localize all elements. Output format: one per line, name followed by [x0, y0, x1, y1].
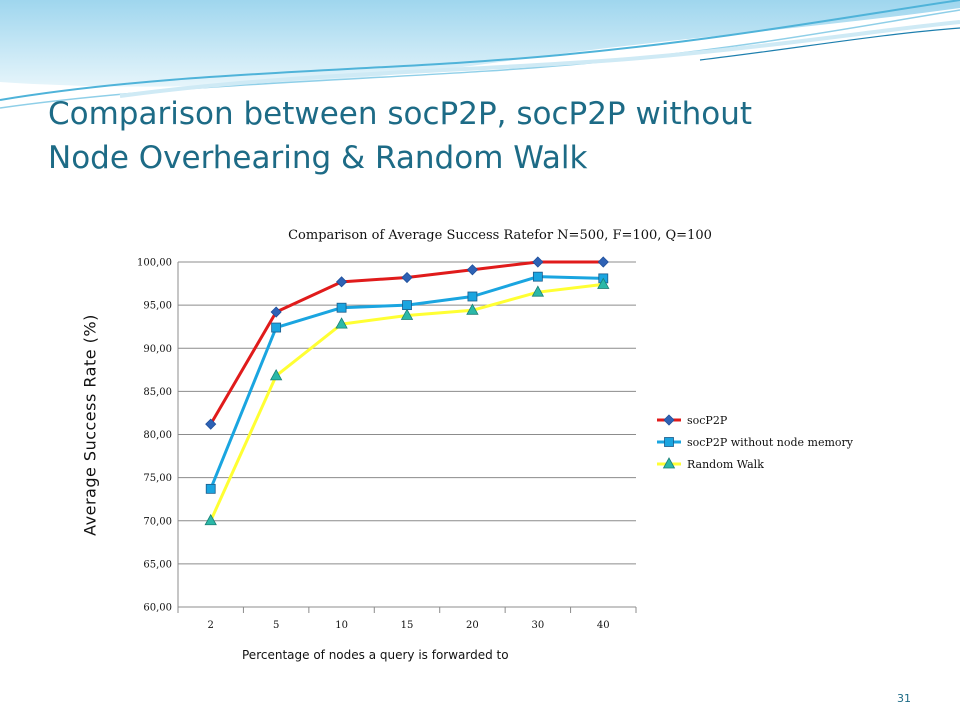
x-tick-label: 2: [208, 620, 214, 631]
y-tick-label: 75,00: [143, 473, 172, 484]
data-point-series-2: [532, 271, 543, 282]
slide-title: Comparison between socP2P, socP2P withou…: [48, 96, 753, 176]
data-point-series-1: [597, 256, 609, 268]
legend-marker-1: [663, 414, 675, 426]
data-point-series-1: [270, 306, 282, 318]
x-axis-label: Percentage of nodes a query is forwarded…: [242, 648, 509, 662]
y-tick-label: 95,00: [143, 301, 172, 312]
data-point-series-1: [336, 276, 348, 288]
data-point-series-3: [269, 369, 283, 381]
data-point-series-3: [531, 285, 545, 297]
y-axis-label-box: [63, 266, 117, 584]
legend-marker-2: [664, 437, 674, 447]
y-axis-label: Average Success Rate (%): [80, 314, 100, 536]
data-point-series-1: [466, 264, 478, 276]
data-point-series-2: [402, 300, 412, 311]
data-point-series-3: [204, 513, 217, 526]
data-point-series-1: [205, 418, 217, 430]
page-number: 31: [897, 692, 911, 705]
y-tick-label: 90,00: [143, 344, 172, 355]
x-tick-label: 15: [401, 620, 414, 631]
data-point-series-1: [401, 271, 413, 284]
y-tick-label: 70,00: [143, 516, 172, 527]
data-point-series-2: [467, 291, 478, 302]
x-tick-label: 5: [273, 620, 279, 631]
x-tick-label: 40: [597, 620, 610, 631]
x-tick-label: 30: [531, 620, 544, 631]
x-axis-label-box: [234, 640, 584, 672]
data-point-series-2: [271, 322, 282, 333]
legend-marker-3: [662, 457, 676, 469]
data-point-series-3: [597, 277, 610, 289]
data-point-series-1: [532, 256, 544, 268]
data-point-series-2: [336, 302, 347, 313]
chart-title: Comparison of Average Success Ratefor N=…: [288, 228, 712, 243]
y-tick-label: 60,00: [143, 603, 172, 614]
data-point-series-3: [466, 303, 479, 315]
data-point-series-3: [335, 317, 348, 329]
header-wave-decoration: [0, 0, 960, 109]
data-point-series-3: [400, 308, 414, 320]
y-tick-label: 85,00: [143, 387, 172, 398]
y-tick-label: 100,00: [137, 258, 172, 269]
y-tick-label: 80,00: [143, 430, 172, 441]
legend-label-1: socP2P: [687, 414, 728, 427]
legend-label-3: Random Walk: [687, 458, 764, 471]
legend-label-2: socP2P without node memory: [687, 436, 854, 449]
x-tick-label: 10: [335, 620, 348, 631]
y-tick-label: 65,00: [143, 559, 172, 570]
x-tick-label: 20: [466, 620, 479, 631]
data-point-series-2: [205, 483, 216, 494]
